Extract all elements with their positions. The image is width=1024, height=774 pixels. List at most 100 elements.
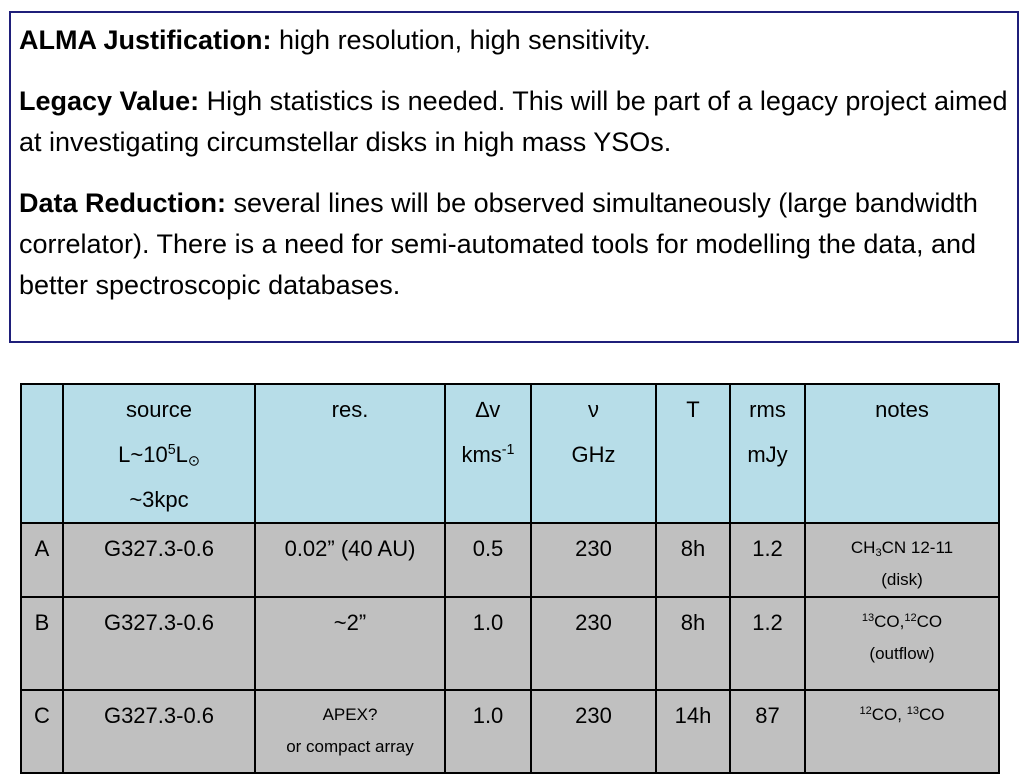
cell-text: 13 (906, 704, 920, 717)
cell-line: ~2” (256, 600, 444, 645)
cell-line: A (22, 526, 62, 571)
cell-text: notes (875, 397, 929, 422)
cell-text: 12 (859, 704, 872, 717)
cell-text: res. (331, 397, 369, 422)
cell-text: L~10 (118, 442, 168, 467)
table-row: C G327.3-0.6 APEX? or compact array 1.0 230 14… (20, 689, 1000, 774)
paragraph: ALMA Justification: high resolution, hig… (19, 20, 1009, 61)
paragraph-text: High statistics is needed. This will be … (19, 86, 1008, 157)
cell-line: kms-1 (446, 432, 530, 477)
paragraph-label: Data Reduction: (19, 188, 227, 218)
cell-text: C (34, 703, 50, 728)
cell-text: 1.0 (472, 610, 504, 635)
table-cell: 12CO, 13CO (804, 689, 1000, 774)
cell-line: ~3kpc (64, 477, 254, 522)
cell-line: 0.02” (40 AU) (256, 526, 444, 571)
table-cell: ∆v kms-1 (444, 383, 532, 524)
table-cell: 230 (530, 689, 657, 774)
cell-text: APEX? (322, 705, 378, 724)
table-cell: 14h (655, 689, 731, 774)
paragraph-text: high resolution, high sensitivity. (279, 25, 651, 55)
cell-line: CH3CN 12-11 (806, 532, 998, 564)
cell-line: L~105L⊙ (64, 432, 254, 477)
table-cell: 1.0 (444, 689, 532, 774)
table-cell: A (20, 522, 64, 598)
cell-text: G327.3-0.6 (103, 703, 215, 728)
cell-line: 87 (731, 693, 804, 738)
cell-text: 0.5 (472, 536, 504, 561)
cell-line: 1.2 (731, 526, 804, 571)
cell-line: (outflow) (806, 638, 998, 670)
cell-line: or compact array (256, 731, 444, 763)
text-box: ALMA Justification: high resolution, hig… (9, 11, 1019, 343)
table-cell (20, 383, 64, 524)
table-cell: 1.2 (729, 596, 806, 691)
table-cell: 230 (530, 522, 657, 598)
table-cell: 8h (655, 596, 731, 691)
table-row: A G327.3-0.6 0.02” (40 AU) 0.5 230 8h 1.2 CH3CN… (20, 522, 1000, 598)
cell-text: L (175, 442, 188, 467)
cell-line: 0.5 (446, 526, 530, 571)
cell-line: ν (532, 387, 655, 432)
paragraph: Data Reduction: several lines will be ob… (19, 183, 1009, 306)
cell-text: CO, (874, 612, 905, 631)
cell-line: GHz (532, 432, 655, 477)
cell-text: ⊙ (187, 453, 200, 470)
table-row: B G327.3-0.6 ~2” 1.0 230 8h 1.2 13CO,12CO (outfl… (20, 596, 1000, 691)
cell-text: 12 (904, 611, 917, 624)
cell-text: T (686, 397, 700, 422)
table-cell: B (20, 596, 64, 691)
table-cell: G327.3-0.6 (62, 596, 256, 691)
cell-line: C (22, 693, 62, 738)
cell-text: GHz (571, 442, 616, 467)
table-cell: notes (804, 383, 1000, 524)
cell-text: CO, (871, 705, 907, 724)
table-cell: ν GHz (530, 383, 657, 524)
cell-line: B (22, 600, 62, 645)
cell-text: ∆v (475, 397, 501, 422)
cell-line: 230 (532, 693, 655, 738)
cell-line: 1.2 (731, 600, 804, 645)
table-cell: source L~105L⊙ ~3kpc (62, 383, 256, 524)
cell-text: CH (850, 538, 876, 557)
cell-line: 1.0 (446, 600, 530, 645)
cell-line: 13CO,12CO (806, 606, 998, 638)
cell-line: res. (256, 387, 444, 432)
cell-line: 8h (657, 526, 729, 571)
cell-text: A (34, 536, 50, 561)
table-cell: 1.2 (729, 522, 806, 598)
table-cell: 0.02” (40 AU) (254, 522, 446, 598)
table-cell: G327.3-0.6 (62, 689, 256, 774)
cell-line: 14h (657, 693, 729, 738)
cell-text: 0.02” (40 AU) (284, 536, 416, 561)
cell-text: 1.2 (752, 610, 783, 635)
cell-line: 8h (657, 600, 729, 645)
cell-text: B (34, 610, 50, 635)
cell-text: mJy (747, 442, 788, 467)
cell-line: 230 (532, 600, 655, 645)
cell-line: (disk) (806, 564, 998, 596)
cell-text: 230 (575, 536, 612, 561)
table-cell: res. (254, 383, 446, 524)
table-cell: 230 (530, 596, 657, 691)
cell-text: 8h (680, 610, 706, 635)
cell-text: source (125, 397, 193, 422)
cell-text: (outflow) (869, 644, 935, 663)
cell-text: (disk) (881, 570, 923, 589)
table-cell: 87 (729, 689, 806, 774)
table-cell: CH3CN 12-11 (disk) (804, 522, 1000, 598)
cell-text: 230 (575, 610, 612, 635)
cell-line: mJy (731, 432, 804, 477)
cell-text: 230 (575, 703, 612, 728)
cell-line: G327.3-0.6 (64, 600, 254, 645)
table-cell: ~2” (254, 596, 446, 691)
table-cell: T (655, 383, 731, 524)
cell-text: -1 (501, 442, 515, 459)
table-cell: 13CO,12CO (outflow) (804, 596, 1000, 691)
cell-line: APEX? (256, 699, 444, 731)
cell-text: rms (749, 397, 786, 422)
cell-text: CN 12-11 (881, 538, 954, 557)
cell-text: G327.3-0.6 (103, 610, 215, 635)
